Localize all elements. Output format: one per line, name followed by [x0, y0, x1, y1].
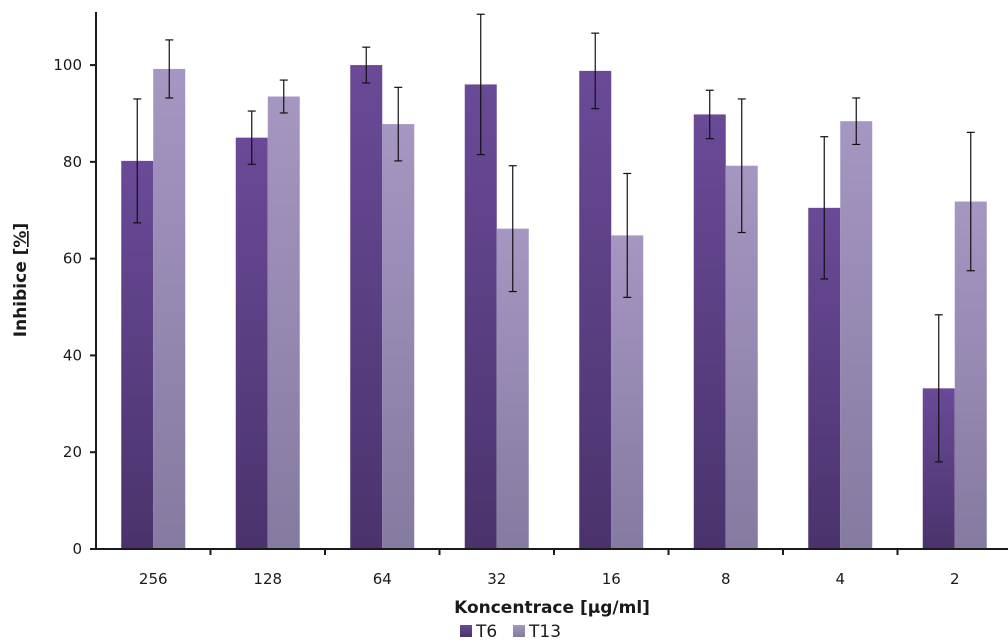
- x-ticks-layer: 256 128 64 32 16 8 4 2: [139, 549, 960, 588]
- y-axis-title: Inhibice [%]: [11, 223, 31, 337]
- y-ticks-layer: 0 20 40 60 80 100: [53, 56, 96, 558]
- y-axis-title-text: Inhibice: [11, 255, 31, 337]
- x-tick-label-2: 2: [950, 570, 960, 588]
- error-bar-t13-4: [852, 97, 861, 146]
- legend-swatch-t6: [460, 625, 472, 637]
- x-tick-label-64: 64: [373, 570, 392, 588]
- y-tick-label-100: 100: [53, 56, 82, 74]
- legend-label-t13: T13: [528, 622, 561, 642]
- error-bar-t6-2: [934, 314, 943, 463]
- y-tick-label-40: 40: [63, 346, 82, 364]
- error-bar-t13-32: [508, 165, 517, 293]
- x-tick-label-32: 32: [487, 570, 506, 588]
- y-tick-label-80: 80: [63, 153, 82, 171]
- bar-t6-128: [235, 137, 268, 550]
- x-tick-label-128: 128: [253, 570, 282, 588]
- error-bars-layer: [133, 13, 975, 463]
- error-bar-t13-2: [966, 131, 975, 272]
- bar-t6-16: [579, 70, 612, 549]
- error-bar-t13-128: [279, 79, 288, 114]
- bar-t6-64: [350, 65, 383, 550]
- error-bar-t6-256: [133, 98, 142, 224]
- legend-label-t6: T6: [475, 622, 497, 642]
- x-tick-label-8: 8: [721, 570, 731, 588]
- error-bar-t6-64: [362, 46, 371, 84]
- error-bar-t13-8: [737, 98, 746, 234]
- bar-t6-256: [121, 160, 154, 549]
- y-tick-label-0: 0: [72, 540, 82, 558]
- y-axis-title-unit: [%]: [11, 223, 31, 256]
- x-tick-label-256: 256: [139, 570, 168, 588]
- x-tick-label-16: 16: [602, 570, 621, 588]
- error-bar-t6-128: [247, 110, 256, 165]
- error-bar-t6-16: [591, 32, 600, 110]
- legend: T6 T13: [460, 622, 561, 642]
- error-bar-t6-32: [476, 13, 485, 156]
- error-bar-t6-8: [705, 89, 714, 140]
- x-axis-title: Koncentrace [µg/ml]: [454, 598, 650, 618]
- x-tick-label-4: 4: [835, 570, 845, 588]
- axes-layer: [95, 12, 1008, 550]
- bar-t6-32: [464, 84, 497, 549]
- legend-swatch-t13: [513, 625, 525, 637]
- bar-t13-64: [382, 124, 415, 549]
- error-bar-t6-4: [820, 136, 829, 280]
- bars-layer: [121, 65, 987, 550]
- error-bar-t13-16: [623, 172, 632, 298]
- bar-t13-128: [267, 96, 300, 549]
- bar-t13-256: [153, 68, 186, 549]
- y-tick-label-60: 60: [63, 250, 82, 268]
- bar-t13-4: [840, 121, 873, 549]
- error-bar-t13-64: [394, 86, 403, 162]
- bar-t6-8: [693, 114, 726, 550]
- y-tick-label-20: 20: [63, 443, 82, 461]
- error-bar-t13-256: [165, 39, 174, 99]
